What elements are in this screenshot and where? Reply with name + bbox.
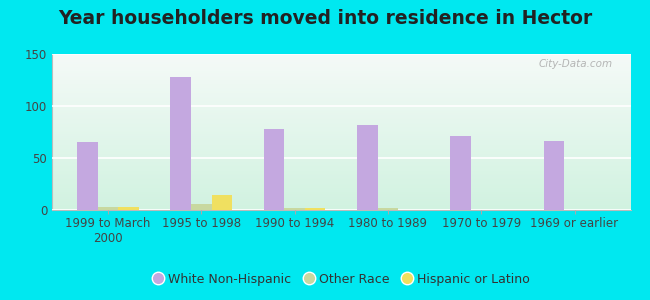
Bar [284, 208, 305, 210]
Bar [450, 136, 471, 210]
Bar [264, 129, 284, 210]
Bar [170, 77, 191, 210]
Bar [544, 141, 564, 210]
Bar [77, 142, 98, 210]
Bar [378, 208, 398, 210]
Legend: White Non-Hispanic, Other Race, Hispanic or Latino: White Non-Hispanic, Other Race, Hispanic… [150, 269, 533, 290]
Bar [357, 125, 378, 210]
Text: Year householders moved into residence in Hector: Year householders moved into residence i… [58, 9, 592, 28]
Bar [118, 207, 139, 210]
Bar [305, 208, 326, 210]
Bar [98, 207, 118, 210]
Bar [191, 204, 211, 210]
Bar [211, 195, 232, 210]
Text: City-Data.com: City-Data.com [539, 59, 613, 69]
